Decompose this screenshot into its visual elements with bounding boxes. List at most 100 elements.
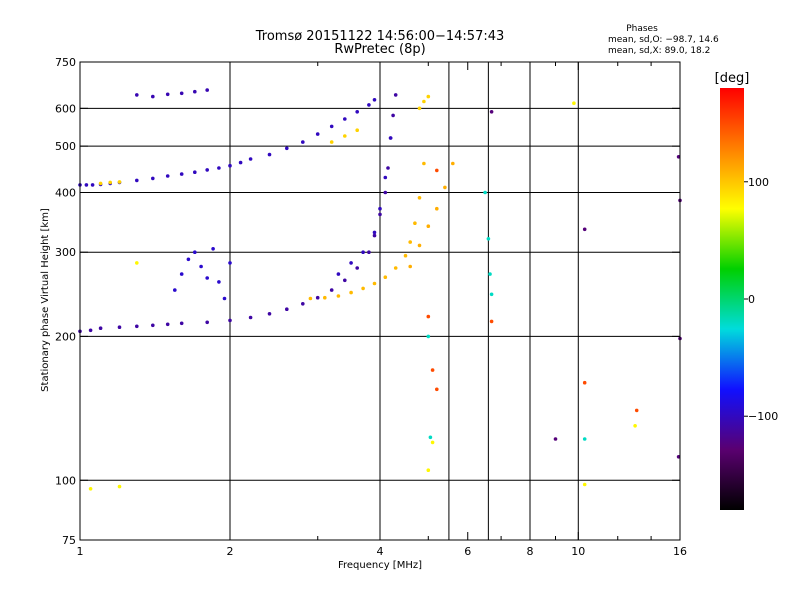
data-point [372,98,377,102]
data-point [179,91,184,96]
data-point [443,185,447,190]
data-point [553,437,558,441]
data-point [582,380,587,385]
data-point [285,307,289,312]
data-point [435,387,439,392]
data-point [422,99,426,104]
y-tick-label: 100 [55,474,76,487]
colorbar-tick-label: 0 [748,293,755,306]
data-point [329,124,334,129]
data-point [238,160,243,165]
data-point [228,163,232,168]
data-point [349,290,353,295]
data-point [428,435,433,440]
data-point [426,468,431,473]
x-tick-label: 10 [571,545,585,558]
colorbar-label: [deg] [715,71,750,86]
data-point [165,322,170,327]
data-point [88,487,93,491]
data-point [486,237,491,241]
data-point [186,257,191,262]
chart-subtitle: RwPretec (8p) [334,42,425,57]
x-tick-label: 16 [673,545,687,558]
data-point [228,261,232,265]
data-point [217,166,221,170]
data-point [217,280,221,284]
y-tick-label: 500 [55,140,76,153]
data-point [372,233,377,238]
data-point [349,261,353,265]
data-point [98,326,103,331]
data-point [315,132,320,136]
data-point [205,320,209,325]
data-point [108,180,112,185]
y-tick-label: 75 [62,534,76,547]
data-point [430,368,435,372]
data-point [165,92,170,97]
data-point [285,146,289,151]
data-point [355,128,360,132]
data-point [211,247,215,251]
data-point [205,168,209,172]
y-tick-label: 400 [55,186,76,199]
colorbar-tick-label: −100 [748,410,778,423]
y-tick-label: 750 [55,56,76,69]
data-point [572,101,576,105]
data-point [222,296,227,301]
data-point [343,134,347,138]
data-point [323,295,327,300]
phases-o-stats: mean, sd,O: −98.7, 14.6 [608,35,719,45]
x-axis-label: Frequency [MHz] [338,560,422,571]
data-point [205,276,209,280]
data-point [383,190,388,195]
x-tick-label: 2 [227,545,234,558]
data-point [98,181,103,186]
x-tick-label: 6 [464,545,471,558]
data-point [489,319,494,324]
data-point [372,230,377,235]
data-point [193,250,197,254]
data-point [417,196,422,200]
data-point [388,136,393,140]
data-point [88,328,93,333]
colorbar: [deg] 100 0 −100 [715,71,778,510]
data-point [634,408,639,413]
data-point [633,424,637,428]
data-point [135,324,139,329]
data-point [489,110,494,114]
data-point [301,140,305,144]
data-point [151,323,155,328]
data-point [488,272,492,276]
data-point [199,264,203,269]
data-point [117,180,122,184]
data-point [84,183,89,187]
chart-title: Tromsø 20151122 14:56:00−14:57:43 [255,29,505,44]
data-point [393,266,398,270]
y-tick-label: 200 [55,330,76,343]
data-point [117,325,122,330]
data-point [426,94,431,99]
data-point [173,288,177,292]
data-point [408,240,413,244]
data-point [315,295,320,300]
data-point [343,117,347,121]
data-point [308,296,313,301]
data-point [193,170,197,174]
y-tick-label: 600 [55,102,76,115]
data-point [378,206,382,211]
data-point [417,243,422,248]
data-point [582,227,587,232]
phases-x-stats: mean, sd,X: 89.0, 18.2 [608,46,710,56]
data-point [413,221,417,225]
data-point [301,302,305,306]
data-point [165,174,170,178]
data-point [582,437,587,441]
data-point [355,266,360,270]
data-point [483,190,487,195]
data-point [151,94,155,99]
data-points [78,88,682,491]
data-point [179,272,184,276]
data-point [343,278,347,283]
data-point [367,103,371,107]
data-point [329,288,334,292]
